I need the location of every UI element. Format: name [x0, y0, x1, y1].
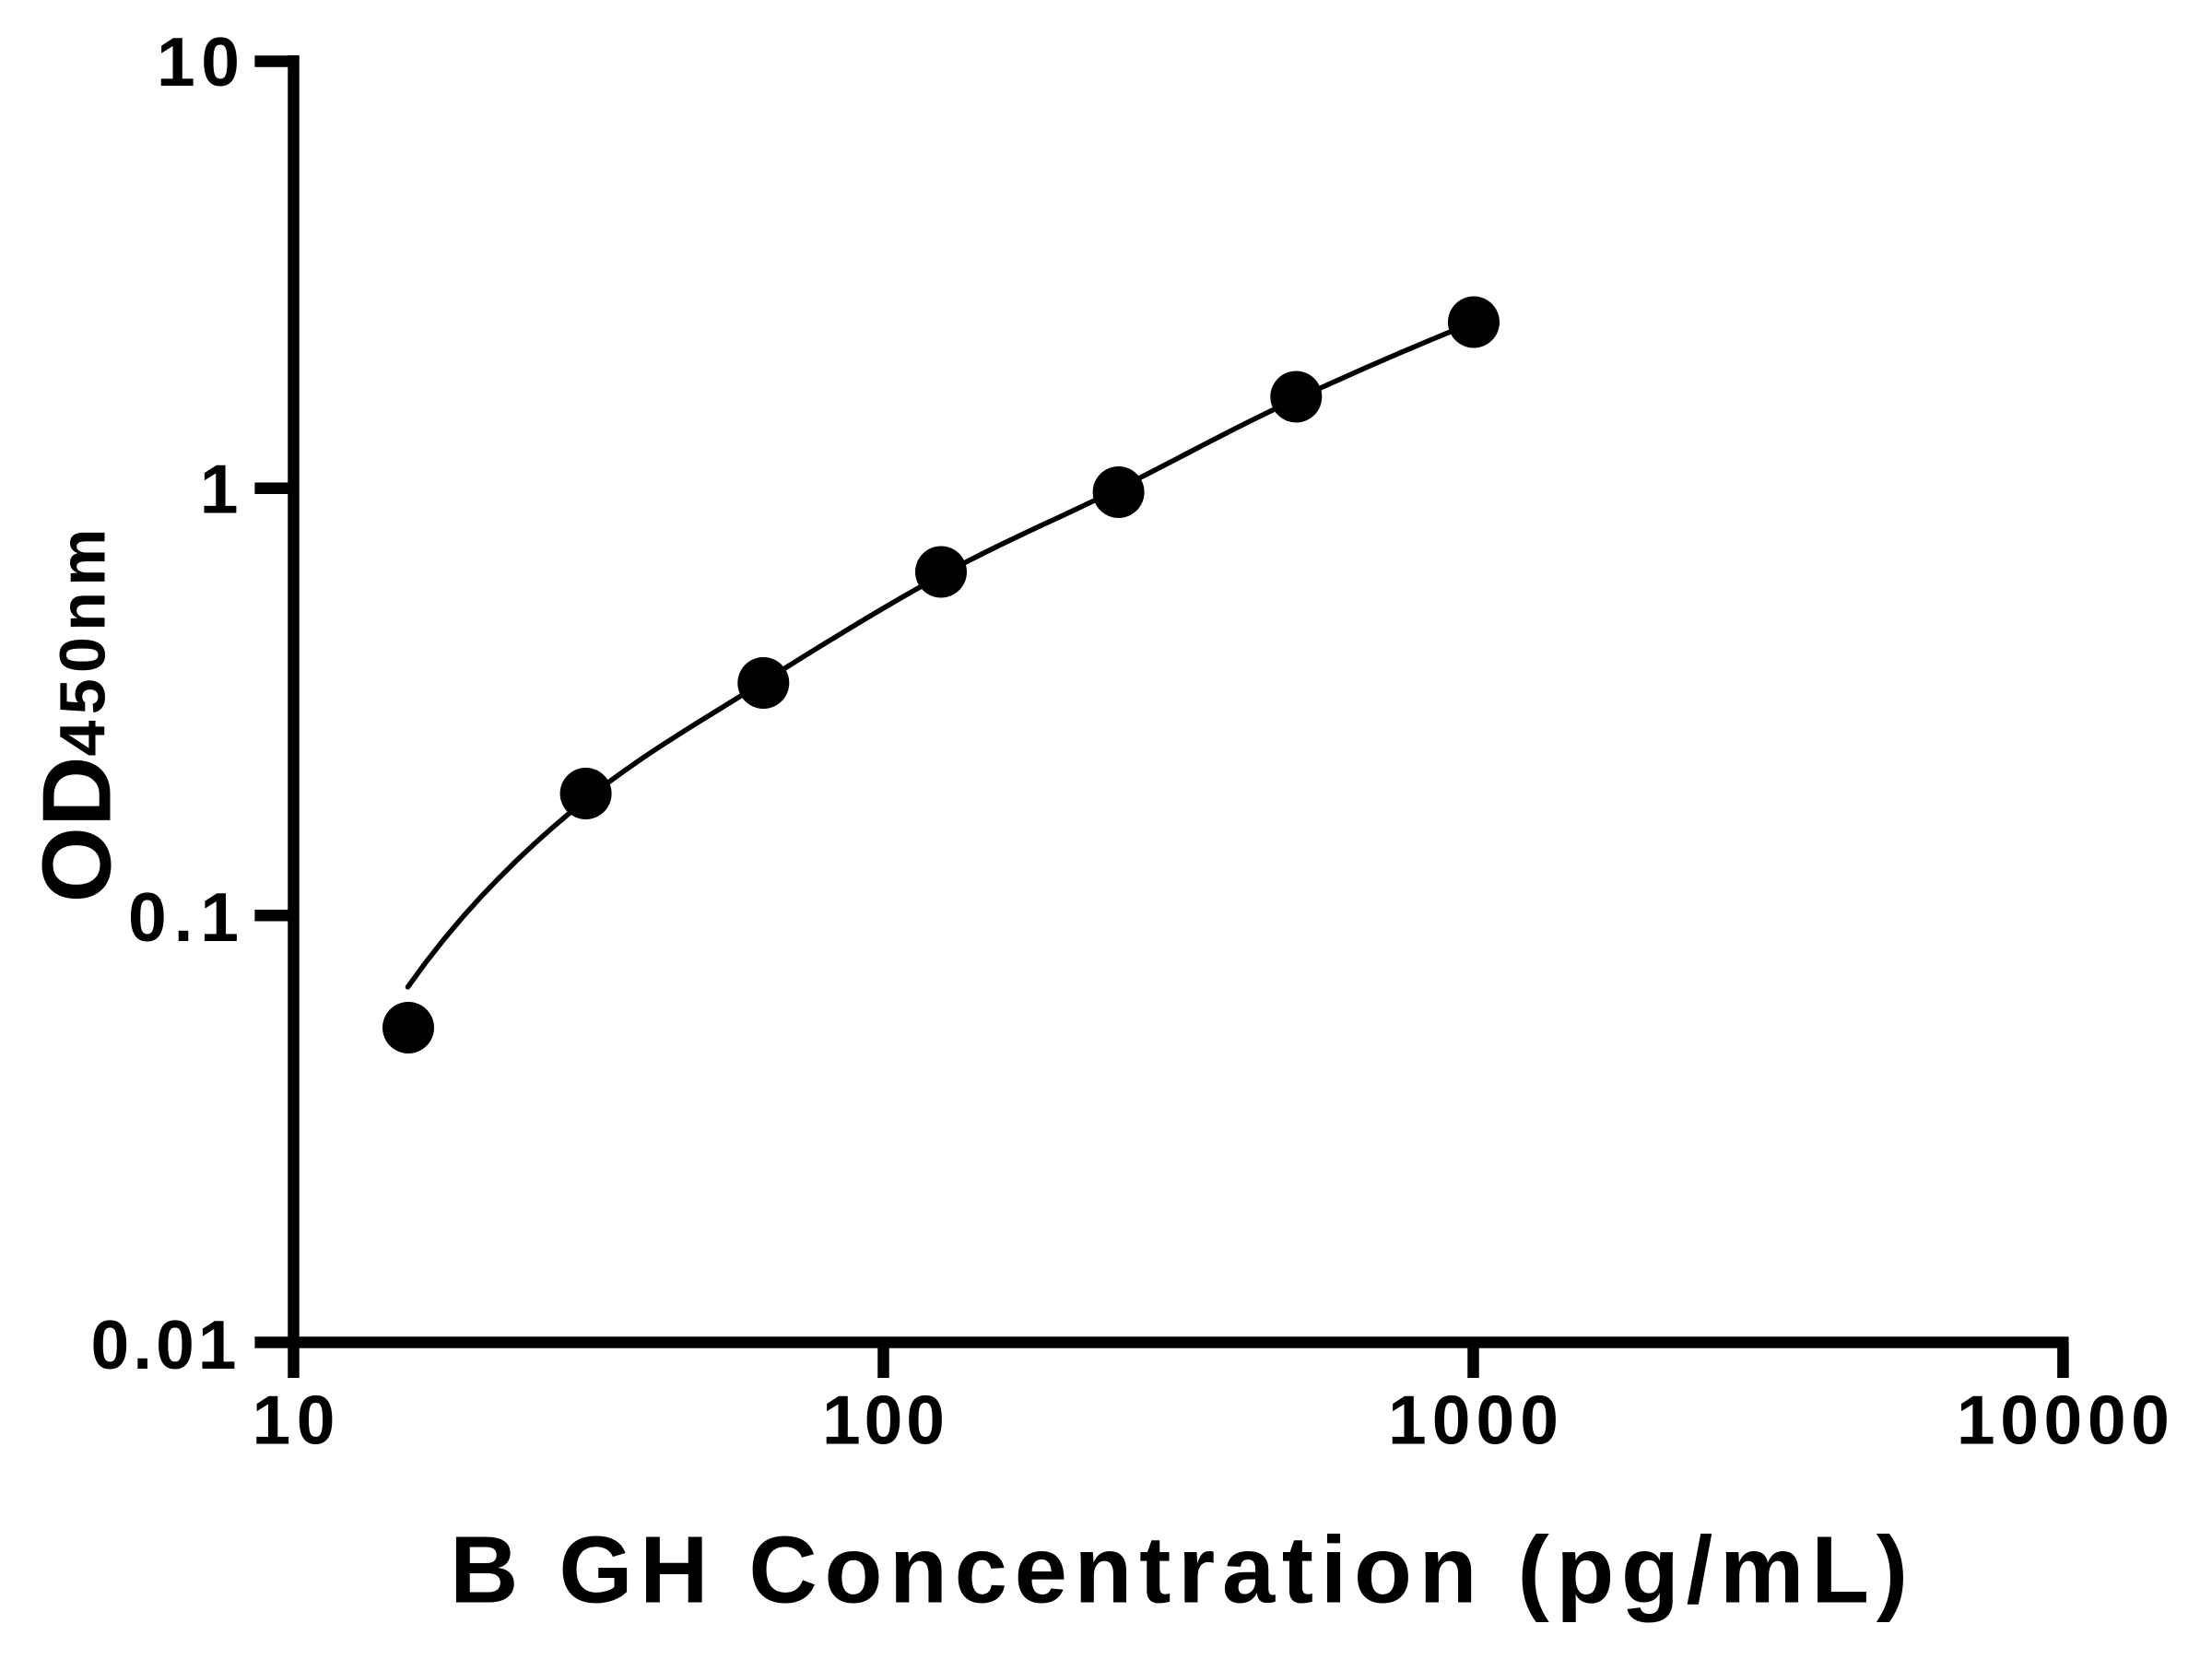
- svg-text:10000: 10000: [1957, 1382, 2170, 1459]
- svg-text:0.01: 0.01: [91, 1306, 237, 1383]
- svg-text:B GH Concentration (pg/mL): B GH Concentration (pg/mL): [450, 1517, 1908, 1623]
- svg-text:0.1: 0.1: [128, 878, 239, 956]
- svg-text:1: 1: [200, 451, 239, 528]
- svg-text:100: 100: [822, 1382, 945, 1459]
